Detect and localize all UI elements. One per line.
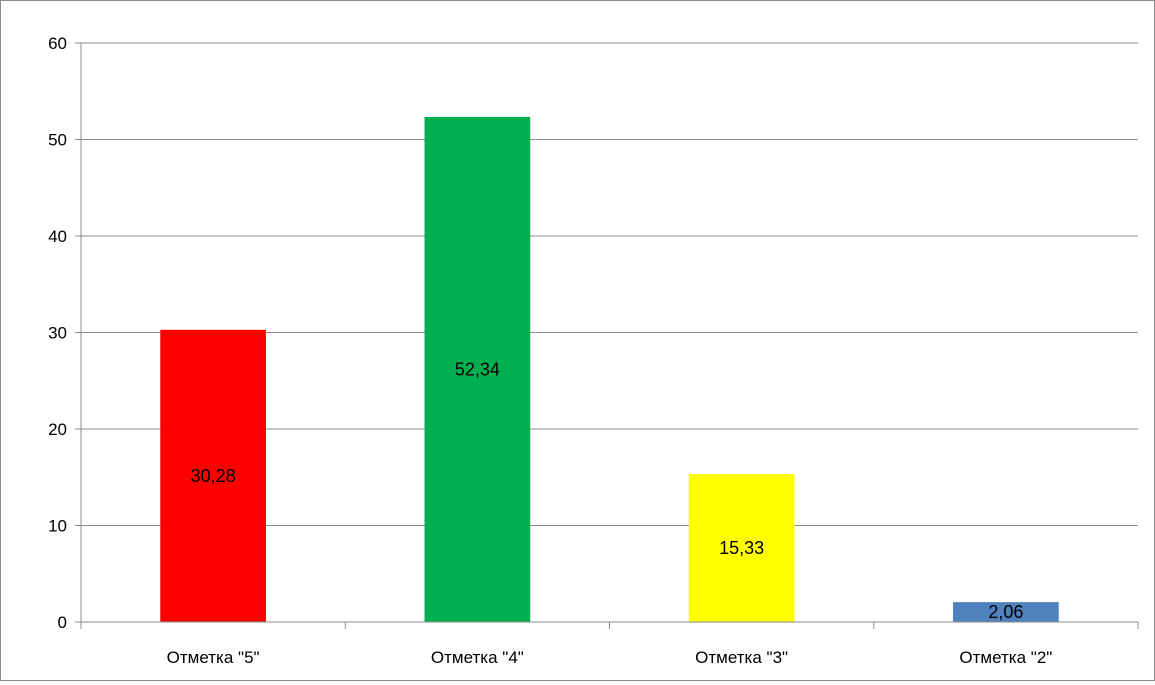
labels: 0 10 20 30 40 50 60 30,28 Отметка "5" 52,34 Отметк… xyxy=(48,34,1052,667)
y-tick-label: 10 xyxy=(48,517,67,536)
category-label: Отметка "5" xyxy=(167,648,260,667)
y-tick-label: 40 xyxy=(48,227,67,246)
y-tick-label: 60 xyxy=(48,34,67,53)
bar xyxy=(160,329,266,622)
data-label: 15,33 xyxy=(719,538,764,558)
data-label: 2,06 xyxy=(988,602,1023,622)
axes xyxy=(75,42,1139,629)
bar xyxy=(688,474,795,622)
category-label: Отметка "4" xyxy=(431,648,524,667)
data-label: 52,34 xyxy=(455,359,500,379)
y-tick-label: 50 xyxy=(48,131,67,150)
category-label: Отметка "2" xyxy=(959,648,1052,667)
category-label: Отметка "3" xyxy=(695,648,788,667)
y-tick-label: 20 xyxy=(48,420,67,439)
y-tick-label: 0 xyxy=(58,613,67,632)
bar xyxy=(424,116,531,622)
y-tick-label: 30 xyxy=(48,324,67,343)
bar xyxy=(953,602,1059,622)
bars xyxy=(160,116,1059,622)
data-label: 30,28 xyxy=(191,466,236,486)
